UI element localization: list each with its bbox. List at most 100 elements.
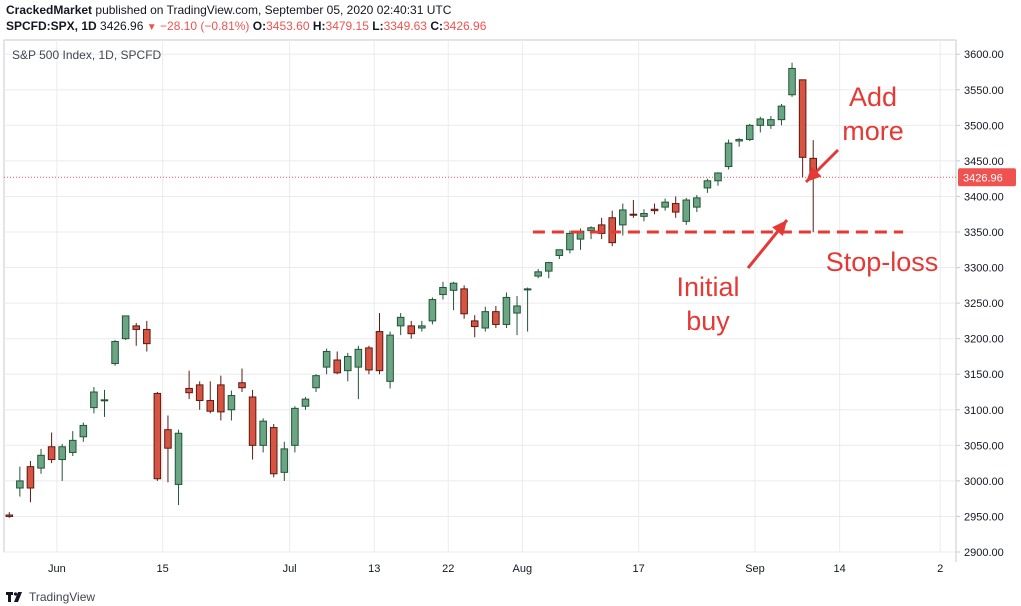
candle-down	[470, 315, 479, 338]
candle-body	[248, 396, 257, 446]
candle-body	[619, 209, 627, 226]
candle-body	[185, 387, 193, 394]
candle-body	[428, 299, 437, 322]
tradingview-brand[interactable]: TradingView	[6, 590, 95, 604]
candle-up	[439, 281, 447, 300]
candle-down	[238, 368, 246, 392]
candle-body	[333, 359, 341, 374]
candle-body	[132, 325, 141, 330]
candle-body	[143, 328, 151, 345]
candle-body	[523, 288, 532, 291]
candle-body	[439, 286, 447, 296]
candle-down	[26, 460, 35, 503]
last-price-tag-label: 3426.96	[963, 172, 1003, 184]
tradingview-logo-icon	[6, 592, 22, 602]
candle-up	[354, 345, 363, 400]
candle-up	[703, 178, 712, 193]
candle-up	[502, 292, 511, 328]
candle-up	[79, 422, 88, 442]
symbol-label: SPCFD:SPX, 1D	[6, 19, 97, 33]
candle-down	[143, 320, 151, 352]
candle-body	[269, 427, 278, 475]
candle-down	[333, 351, 341, 375]
candle-body	[449, 282, 458, 291]
candle-body	[291, 407, 299, 446]
x-tick-label: Jul	[283, 563, 297, 575]
candle-down	[164, 415, 172, 483]
x-tick-label: 22	[442, 563, 454, 575]
candle-up	[619, 203, 627, 236]
candle-up	[661, 198, 669, 211]
initial-buy-label: Initial	[676, 272, 739, 302]
candle-body	[375, 331, 384, 372]
candle-body	[195, 384, 204, 402]
y-tick-label: 3600.00	[964, 49, 1004, 61]
candle-down	[47, 432, 56, 464]
candle-body	[5, 514, 14, 517]
candle-body	[640, 213, 648, 217]
initial-buy-arrow-icon	[746, 219, 789, 269]
down-arrow-icon: ▼	[146, 22, 157, 33]
candle-body	[756, 118, 765, 126]
candle-body	[767, 119, 775, 126]
last-price: 3426.96	[100, 19, 144, 33]
candle-down	[492, 305, 500, 328]
candle-body	[90, 391, 98, 409]
x-tick-label: Sep	[745, 563, 765, 575]
candle-body	[16, 480, 24, 489]
candle-body	[470, 320, 479, 328]
candle-body	[777, 105, 786, 121]
y-tick-label: 3150.00	[964, 369, 1004, 381]
candle-up	[111, 340, 119, 366]
candle-body	[58, 446, 66, 461]
x-tick-label: 17	[633, 563, 645, 575]
candle-down	[153, 392, 162, 481]
candle-up	[100, 389, 109, 417]
candle-body	[714, 172, 722, 182]
y-tick-label: 3450.00	[964, 156, 1004, 168]
candle-down	[798, 79, 807, 178]
candle-body	[79, 424, 88, 438]
candle-up	[555, 249, 564, 260]
add-more-label: Add	[849, 82, 897, 112]
candle-body	[68, 439, 77, 453]
add-more-label: more	[842, 116, 904, 146]
low-label: L:	[372, 19, 384, 33]
y-tick-label: 3300.00	[964, 263, 1004, 275]
candle-body	[544, 262, 553, 272]
candle-up	[745, 123, 754, 141]
candle-up	[58, 443, 66, 481]
candle-down	[269, 424, 278, 478]
candle-down	[185, 370, 193, 400]
last-price-tag	[958, 168, 1016, 187]
candle-body	[724, 142, 733, 168]
candle-body	[121, 315, 130, 340]
candle-down	[460, 285, 468, 319]
x-tick-label: 14	[834, 563, 846, 575]
candle-down	[608, 210, 617, 247]
candle-body	[513, 305, 521, 314]
candle-body	[481, 311, 490, 329]
candle-body	[502, 296, 511, 325]
candle-down	[365, 345, 373, 375]
candle-up	[227, 390, 236, 421]
candle-down	[629, 200, 638, 218]
open-label: O:	[252, 19, 267, 33]
candle-up	[386, 331, 394, 389]
candle-down	[671, 196, 680, 218]
candle-up	[566, 230, 574, 254]
high-value: 3479.15	[325, 19, 369, 33]
author-name[interactable]: CrackedMarket	[6, 3, 93, 17]
open-value: 3453.60	[266, 19, 310, 33]
candle-up	[449, 281, 458, 311]
candle-body	[460, 288, 468, 315]
candle-down	[407, 320, 416, 339]
candle-body	[566, 232, 574, 251]
candle-up	[788, 62, 796, 97]
candle-body	[386, 334, 394, 382]
y-tick-label: 3550.00	[964, 85, 1004, 97]
candle-body	[301, 398, 310, 407]
initial-buy-label: buy	[686, 306, 730, 336]
candle-body	[174, 432, 183, 485]
